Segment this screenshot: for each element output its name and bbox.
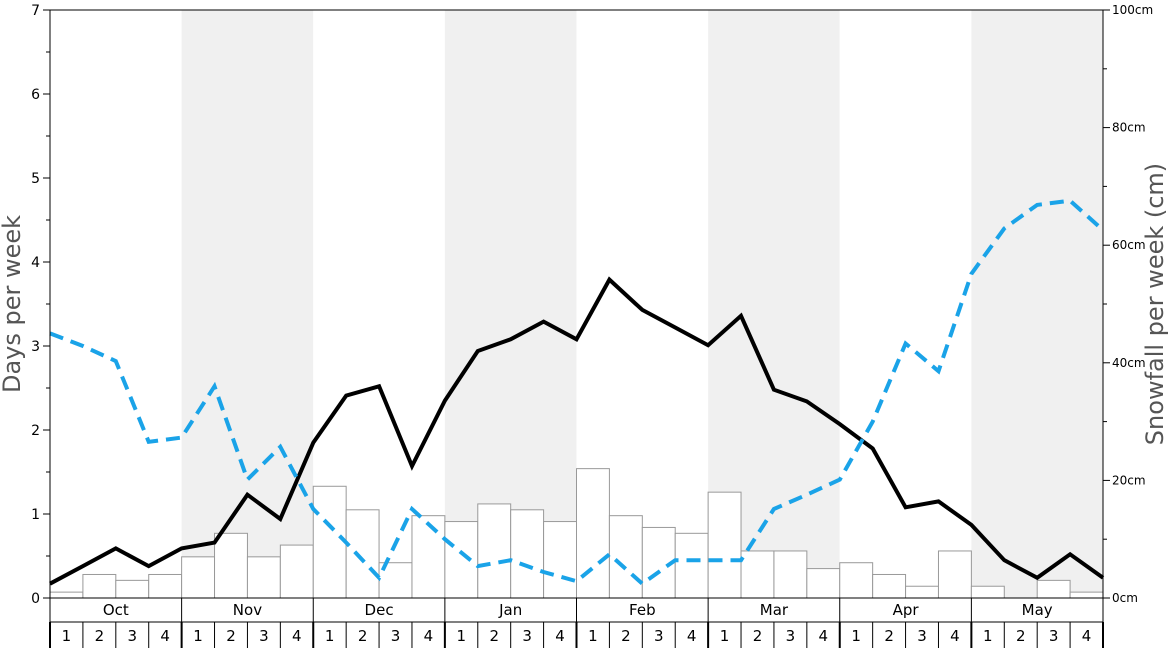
right-tick-label: 20cm [1112, 473, 1146, 487]
snowfall-bar [411, 515, 446, 599]
week-label: 3 [786, 627, 796, 645]
right-tick-label: 100cm [1112, 3, 1153, 17]
month-label: Nov [233, 601, 262, 619]
week-label: 3 [654, 627, 664, 645]
left-tick-label: 6 [31, 87, 40, 103]
week-label: 2 [884, 627, 894, 645]
week-label: 2 [753, 627, 763, 645]
week-label: 3 [259, 627, 269, 645]
week-label: 1 [325, 627, 335, 645]
month-band [971, 10, 1103, 598]
month-label: Oct [103, 601, 129, 619]
snowfall-bar [1036, 579, 1071, 599]
month-bands [50, 10, 1103, 598]
snowfall-bar [312, 485, 347, 599]
left-axis: 0 1 2 3 4 5 6 7 [31, 3, 50, 607]
left-tick-label: 2 [31, 423, 40, 439]
week-label: 4 [1082, 627, 1092, 645]
snowfall-bar [576, 468, 610, 599]
week-label: 2 [489, 627, 499, 645]
week-label: 1 [193, 627, 203, 645]
right-axis-title: Snowfall per week (cm) [1141, 163, 1168, 445]
left-tick-label: 7 [31, 3, 40, 19]
left-axis-title: Days per week [0, 215, 26, 393]
right-tick-label: 60cm [1112, 238, 1146, 252]
week-label: 2 [1016, 627, 1026, 645]
left-tick-label: 4 [31, 255, 40, 271]
week-label: 4 [819, 627, 829, 645]
right-tick-label: 0cm [1112, 591, 1138, 605]
month-label: Apr [893, 601, 920, 619]
month-band [444, 10, 577, 598]
snowfall-bar [345, 509, 380, 599]
month-label: Dec [365, 601, 394, 619]
week-label: 3 [917, 627, 927, 645]
snowfall-bar [806, 568, 841, 599]
snowfall-bar [970, 585, 1005, 599]
data-lines [49, 198, 1105, 587]
snowfall-bar [872, 573, 907, 599]
month-band [181, 10, 314, 598]
snowfall-bar [905, 585, 939, 599]
month-label: Jan [498, 601, 522, 619]
month-label: May [1022, 601, 1053, 619]
snowfall-bar [181, 556, 216, 599]
snowfall-bar [115, 579, 150, 599]
month-label: Feb [629, 601, 656, 619]
solid-line-series [49, 276, 1105, 586]
left-tick-label: 5 [31, 171, 40, 187]
snowfall-bar [707, 491, 742, 599]
left-tick-label: 1 [31, 507, 40, 523]
week-label-row: 1 2 3 4 1 2 3 4 1 2 3 4 1 2 3 4 1 2 3 4 1 2 3 4 1 2 3 4 1 2 3 4 [49, 622, 1104, 648]
week-label: 3 [522, 627, 532, 645]
week-label: 1 [457, 627, 467, 645]
month-band [839, 10, 972, 598]
week-label: 2 [95, 627, 105, 645]
snowfall-bar [214, 532, 248, 599]
month-label: Mar [760, 601, 789, 619]
week-label: 2 [358, 627, 368, 645]
week-label: 4 [687, 627, 697, 645]
snowfall-bar [608, 515, 643, 599]
week-label: 2 [226, 627, 236, 645]
week-label: 1 [851, 627, 861, 645]
snowfall-bar [49, 591, 84, 599]
week-label: 1 [720, 627, 730, 645]
week-label: 1 [983, 627, 993, 645]
snowfall-bar [839, 562, 874, 599]
snowfall-bar [148, 573, 183, 599]
snowfall-bar [1069, 591, 1104, 599]
snowfall-bar [510, 509, 545, 599]
week-label: 4 [424, 627, 434, 645]
snowfall-bar [279, 544, 314, 599]
snowfall-bar [246, 556, 281, 599]
week-label: 1 [588, 627, 598, 645]
right-tick-label: 80cm [1112, 121, 1146, 135]
snowfall-bar [740, 550, 775, 599]
snowfall-bar [543, 521, 577, 599]
week-label: 2 [621, 627, 631, 645]
snowfall-bar [477, 503, 512, 599]
left-tick-label: 3 [31, 339, 40, 355]
month-band [50, 10, 182, 598]
snowfall-bar [444, 521, 479, 599]
week-label: 4 [292, 627, 302, 645]
month-label-row: Oct Nov Dec Jan Feb Mar Apr May [49, 598, 1104, 623]
left-tick-label: 0 [31, 591, 40, 607]
right-tick-label: 40cm [1112, 356, 1146, 370]
week-label: 4 [950, 627, 960, 645]
week-label: 3 [391, 627, 401, 645]
week-label: 4 [555, 627, 565, 645]
week-label: 3 [1049, 627, 1059, 645]
week-label: 3 [127, 627, 137, 645]
snowfall-bar [937, 550, 972, 599]
snowfall-bar [82, 573, 117, 599]
right-axis: 0cm 20cm 40cm 60cm 80cm 100cm [1103, 3, 1153, 605]
snowfall-bar [674, 532, 709, 599]
snowfall-bar [773, 550, 808, 599]
week-label: 4 [160, 627, 170, 645]
week-label: 1 [62, 627, 72, 645]
